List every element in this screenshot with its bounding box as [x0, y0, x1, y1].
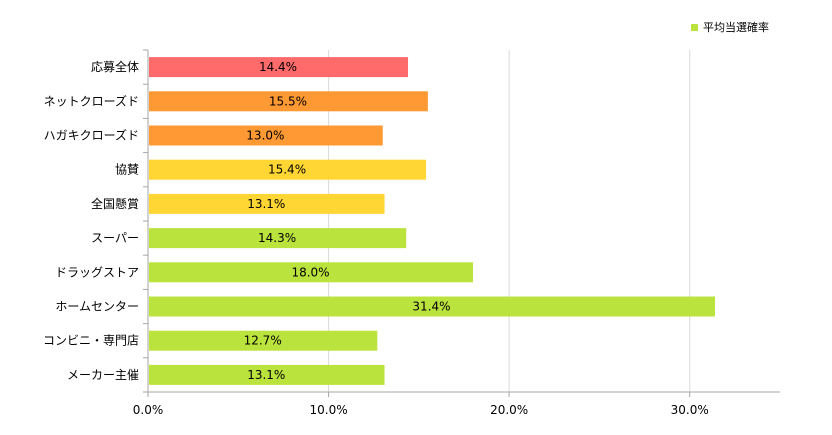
bar — [149, 57, 409, 78]
data-label: 14.4% — [259, 60, 297, 74]
bar — [149, 296, 715, 317]
x-tick-label: 20.0% — [490, 403, 528, 417]
legend: 平均当選確率 — [691, 20, 769, 34]
x-tick-label: 10.0% — [310, 403, 348, 417]
data-label: 13.0% — [246, 129, 284, 143]
bar — [149, 364, 385, 385]
category-label: ドラッグストア — [55, 265, 139, 279]
bar — [149, 91, 428, 112]
category-label: ハガキクローズド — [44, 128, 139, 143]
data-label: 31.4% — [412, 300, 450, 314]
category-label: ネットクローズド — [44, 93, 139, 108]
bar — [149, 125, 383, 146]
data-label: 13.1% — [247, 197, 285, 211]
bar — [149, 159, 427, 180]
data-label: 15.5% — [269, 94, 307, 108]
x-tick-label: 0.0% — [133, 403, 164, 417]
category-label: 協賛 — [115, 162, 139, 177]
data-label: 15.4% — [268, 163, 306, 177]
axes: 0.0% 10.0% 20.0% 30.0% 応募全体ネットクローズドハガキクローズド協… — [43, 49, 780, 417]
category-label: 全国懸賞 — [91, 196, 139, 211]
category-label: スーパー — [91, 231, 139, 245]
bar — [149, 228, 407, 249]
category-label: メーカー主催 — [67, 368, 139, 382]
bar — [149, 193, 385, 214]
bar — [149, 330, 378, 351]
data-label: 13.1% — [247, 368, 285, 382]
category-label: ホームセンター — [55, 300, 139, 314]
category-label: コンビニ・専門店 — [43, 334, 139, 348]
category-label: 応募全体 — [91, 59, 139, 74]
x-tick-label: 30.0% — [671, 403, 709, 417]
legend-swatch — [691, 24, 698, 31]
data-label: 14.3% — [258, 231, 296, 245]
legend-label: 平均当選確率 — [703, 20, 769, 34]
data-label: 12.7% — [244, 334, 282, 348]
data-label: 18.0% — [291, 265, 329, 279]
bar — [149, 262, 474, 283]
bars: 14.4% 15.5% 13.0% 15.4% 13.1% 14.3% 18.0% 31.4%… — [149, 57, 715, 385]
